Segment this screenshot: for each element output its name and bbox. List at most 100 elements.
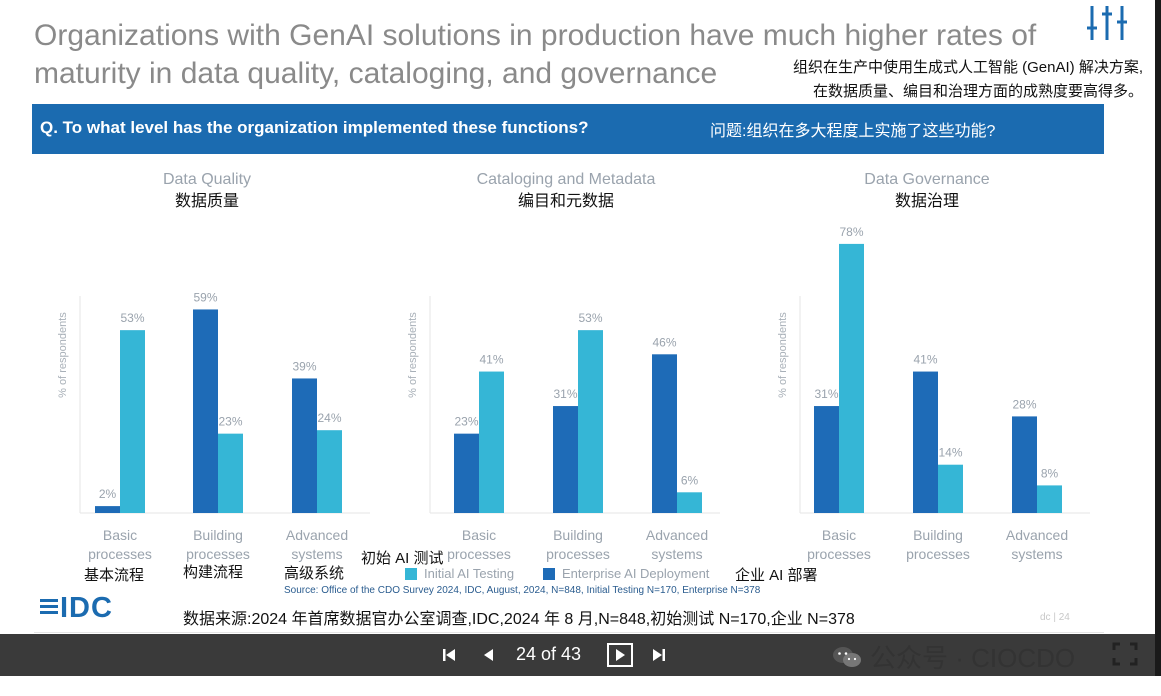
category-label-2-0-a: Basic [822, 527, 856, 543]
data-label-1-1-1: 53% [578, 311, 602, 325]
data-label-2-0-0: 31% [814, 387, 838, 401]
legend-enterprise-zh: 企业 AI 部署 [735, 566, 818, 584]
y-axis-label-0: % of respondents [57, 312, 69, 398]
wechat-watermark: 公众号 · CIOCDO [832, 638, 1075, 675]
category-label-2-1-b: processes [906, 546, 970, 562]
idc-logo: IDC [40, 592, 113, 625]
page-indicator: 24 of 43 [516, 644, 582, 664]
data-label-0-0-1: 53% [120, 311, 144, 325]
fullscreen-icon[interactable] [1112, 642, 1138, 666]
charts-area: Data Quality 数据质量 % of respondents 2% 53% Bas… [57, 171, 1090, 584]
bar-1-0-0 [454, 433, 479, 513]
category-label-2-2-b: systems [1011, 546, 1062, 562]
category-label-1-1-b: processes [546, 546, 610, 562]
bar-0-2-0 [292, 378, 317, 513]
data-label-0-2-0: 39% [292, 359, 316, 373]
category-label-1-2-b: systems [651, 546, 702, 562]
data-label-2-2-0: 28% [1012, 397, 1036, 411]
category-label-0-2-a: Advanced [286, 527, 348, 543]
data-label-1-2-0: 46% [652, 335, 676, 349]
bar-1-2-1 [677, 492, 702, 513]
equalizer-logo-icon [1087, 6, 1127, 40]
idc-logo-mark-icon [40, 599, 58, 615]
bar-2-1-1 [938, 464, 963, 513]
legend-initial-swatch [405, 568, 417, 580]
source-note-zh: 数据来源:2024 年首席数据官办公室调查,IDC,2024 年 8 月,N=8… [183, 611, 855, 628]
skip-last-icon [653, 649, 665, 661]
category-label-1-0-b: processes [447, 546, 511, 562]
bar-0-1-0 [193, 309, 218, 513]
bar-0-2-1 [317, 430, 342, 513]
chart-title-zh-0: 数据质量 [175, 192, 239, 210]
category-label-2-2-a: Advanced [1006, 527, 1068, 543]
bar-0-0-0 [95, 506, 120, 513]
slide-title-zh-line-2: 在数据质量、编目和治理方面的成熟度要高得多。 [812, 83, 1143, 100]
chart-title-0: Data Quality [163, 171, 251, 188]
chart-title-zh-1: 编目和元数据 [518, 192, 614, 210]
play-button[interactable] [607, 643, 633, 667]
footer-divider [34, 632, 1104, 633]
chart-title-2: Data Governance [864, 171, 990, 188]
data-label-0-1-1: 23% [218, 415, 242, 429]
bar-2-0-1 [839, 243, 864, 513]
legend-initial-zh: 初始 AI 测试 [361, 550, 444, 567]
category-label-0-1-b: processes [186, 546, 250, 562]
question-text: Q. To what level has the organization im… [40, 118, 589, 137]
previous-slide-button[interactable] [478, 644, 500, 666]
wechat-icon [833, 646, 861, 667]
data-label-2-0-1: 78% [839, 225, 863, 239]
data-label-1-0-1: 41% [479, 353, 503, 367]
slide-title-line-2: maturity in data quality, cataloging, an… [34, 57, 718, 90]
last-slide-button[interactable] [648, 644, 670, 666]
skip-first-icon [443, 649, 455, 661]
bar-2-0-0 [814, 406, 839, 513]
source-note: Source: Office of the CDO Survey 2024, I… [284, 585, 761, 596]
slideshow-toolbar: 24 of 43 [0, 634, 1155, 676]
category-label-0-1-a: Building [193, 527, 243, 543]
bar-2-2-1 [1037, 485, 1062, 513]
bar-1-0-1 [479, 371, 504, 513]
bar-1-2-0 [652, 354, 677, 513]
bottom-strip [0, 676, 1161, 696]
question-text-zh: 问题:组织在多大程度上实施了这些功能? [710, 123, 996, 140]
data-label-2-1-0: 41% [913, 353, 937, 367]
category-label-1-1-a: Building [553, 527, 603, 543]
data-label-1-0-0: 23% [454, 415, 478, 429]
data-label-2-1-1: 14% [938, 446, 962, 460]
data-label-0-0-0: 2% [99, 487, 117, 501]
data-label-1-2-1: 6% [681, 473, 699, 487]
data-label-0-2-1: 24% [317, 411, 341, 425]
category-label-zh-advanced: 高级系统 [284, 565, 344, 582]
bar-2-2-0 [1012, 416, 1037, 513]
legend-initial-label: Initial AI Testing [424, 566, 514, 581]
bar-0-1-1 [218, 433, 243, 513]
category-label-2-1-a: Building [913, 527, 963, 543]
first-slide-button[interactable] [438, 644, 460, 666]
category-label-0-0-b: processes [88, 546, 152, 562]
legend-enterprise-swatch [543, 568, 555, 580]
category-label-2-0-b: processes [807, 546, 871, 562]
bar-1-1-0 [553, 406, 578, 513]
prev-icon [484, 649, 493, 661]
y-axis-label-2: % of respondents [777, 312, 789, 398]
y-axis-label-1: % of respondents [407, 312, 419, 398]
chart-title-zh-2: 数据治理 [895, 192, 959, 210]
chart-title-1: Cataloging and Metadata [477, 171, 656, 188]
legend-enterprise-label: Enterprise AI Deployment [562, 566, 710, 581]
bar-2-1-0 [913, 371, 938, 513]
category-label-0-2-b: systems [291, 546, 342, 562]
slide-title-line-1: Organizations with GenAI solutions in pr… [34, 19, 1037, 52]
bar-1-1-1 [578, 330, 603, 513]
slide-title-zh-line-1: 组织在生产中使用生成式人工智能 (GenAI) 解决方案, [792, 59, 1143, 76]
data-label-0-1-0: 59% [193, 290, 217, 304]
category-label-zh-basic: 基本流程 [84, 567, 144, 584]
slide-corner-page-number: dc | 24 [1040, 612, 1070, 623]
question-banner: Q. To what level has the organization im… [32, 104, 1104, 154]
category-label-1-0-a: Basic [462, 527, 496, 543]
category-label-zh-building: 构建流程 [183, 564, 243, 581]
wechat-watermark-text: 公众号 · CIOCDO [870, 643, 1076, 673]
data-label-2-2-1: 8% [1041, 466, 1059, 480]
play-icon [616, 649, 625, 661]
bar-0-0-1 [120, 330, 145, 513]
